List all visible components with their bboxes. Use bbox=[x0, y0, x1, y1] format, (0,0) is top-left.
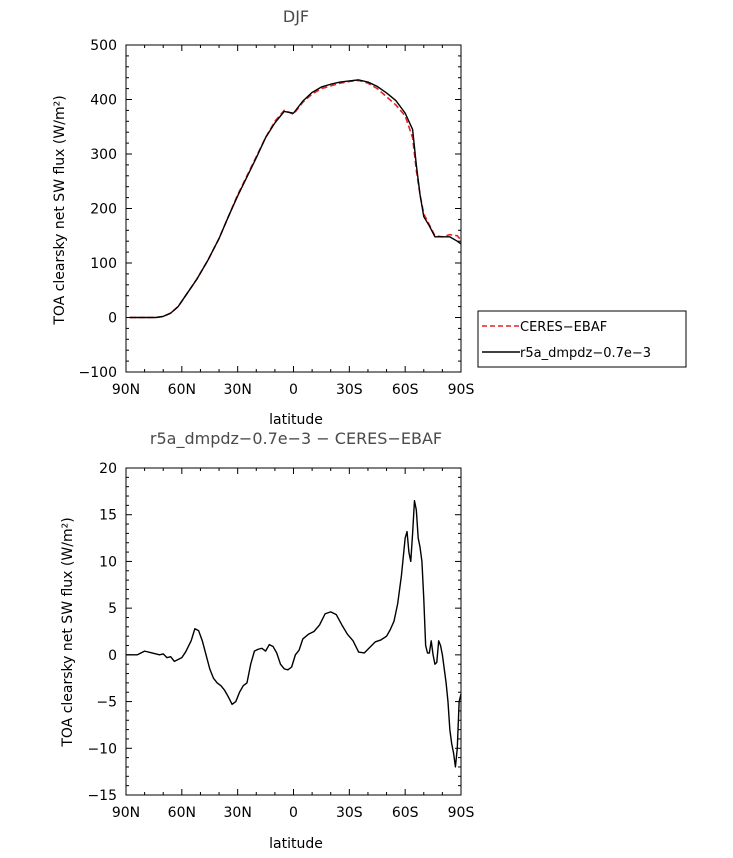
legend-box bbox=[477, 310, 687, 368]
y-tick-label: 100 bbox=[90, 256, 117, 272]
series-line-difference bbox=[126, 500, 462, 768]
legend: CERES−EBAF r5a_dmpdz−0.7e−3 bbox=[477, 310, 687, 368]
x-tick-label: 30N bbox=[224, 382, 252, 398]
y-tick-label: 400 bbox=[90, 93, 117, 109]
series-line-ceres-ebaf bbox=[129, 79, 462, 319]
x-tick-label: 60S bbox=[392, 805, 419, 821]
x-tick-label: 30N bbox=[224, 805, 252, 821]
y-tick-label: 300 bbox=[90, 147, 117, 163]
x-tick-label: 90S bbox=[448, 382, 475, 398]
chart-title-top: DJF bbox=[283, 7, 309, 26]
x-axis-label-bottom: latitude bbox=[269, 836, 323, 852]
y-tick-label: 15 bbox=[99, 508, 117, 524]
panel-bottom-difference: r5a_dmpdz−0.7e−3 − CERES−EBAF 90N 60N 30N 0… bbox=[60, 429, 474, 852]
x-tick-label: 90N bbox=[112, 805, 140, 821]
y-axis-label-top: TOA clearsky net SW flux (W/m²) bbox=[52, 95, 68, 325]
y-tick-label: 200 bbox=[90, 202, 117, 218]
y-tick-label: −100 bbox=[79, 365, 117, 381]
axis-ticks-bottom: 90N 60N 30N 0 30S 60S 90S −15 −10 −5 0 5 10 15 20 bbox=[87, 461, 474, 821]
series-line-model bbox=[129, 79, 462, 319]
plot-frame-bottom bbox=[125, 467, 462, 796]
y-tick-label: 10 bbox=[99, 554, 117, 570]
y-tick-label: −10 bbox=[87, 741, 117, 757]
axis-ticks-top: 90N 60N 30N 0 30S 60S 90S −100 0 100 200 300 400 500 bbox=[79, 38, 475, 398]
chart-title-bottom: r5a_dmpdz−0.7e−3 − CERES−EBAF bbox=[150, 429, 442, 449]
x-tick-label: 60N bbox=[168, 382, 196, 398]
y-axis-label-bottom: TOA clearsky net SW flux (W/m²) bbox=[60, 517, 76, 747]
panel-top-djf: DJF 90N 60N 30N 0 30S 60S 90S −100 0 100 200 300 400… bbox=[52, 7, 474, 428]
y-tick-label: 500 bbox=[90, 38, 117, 54]
x-tick-label: 30S bbox=[336, 805, 363, 821]
x-tick-label: 90S bbox=[448, 805, 475, 821]
x-tick-label: 0 bbox=[289, 382, 298, 398]
series-group-bottom bbox=[126, 500, 462, 768]
plot-frame-top bbox=[125, 44, 462, 373]
x-tick-label: 0 bbox=[289, 805, 298, 821]
legend-label-model: r5a_dmpdz−0.7e−3 bbox=[520, 346, 651, 361]
x-tick-label: 60S bbox=[392, 382, 419, 398]
y-tick-label: −15 bbox=[87, 788, 117, 804]
y-tick-label: 5 bbox=[108, 601, 117, 617]
y-tick-label: −5 bbox=[96, 695, 117, 711]
series-group-top bbox=[129, 79, 462, 319]
y-tick-label: 0 bbox=[108, 648, 117, 664]
x-tick-label: 90N bbox=[112, 382, 140, 398]
y-tick-label: 20 bbox=[99, 461, 117, 477]
x-axis-label-top: latitude bbox=[269, 412, 323, 428]
x-tick-label: 30S bbox=[336, 382, 363, 398]
x-tick-label: 60N bbox=[168, 805, 196, 821]
legend-label-ceres: CERES−EBAF bbox=[520, 320, 607, 335]
y-tick-label: 0 bbox=[108, 311, 117, 327]
